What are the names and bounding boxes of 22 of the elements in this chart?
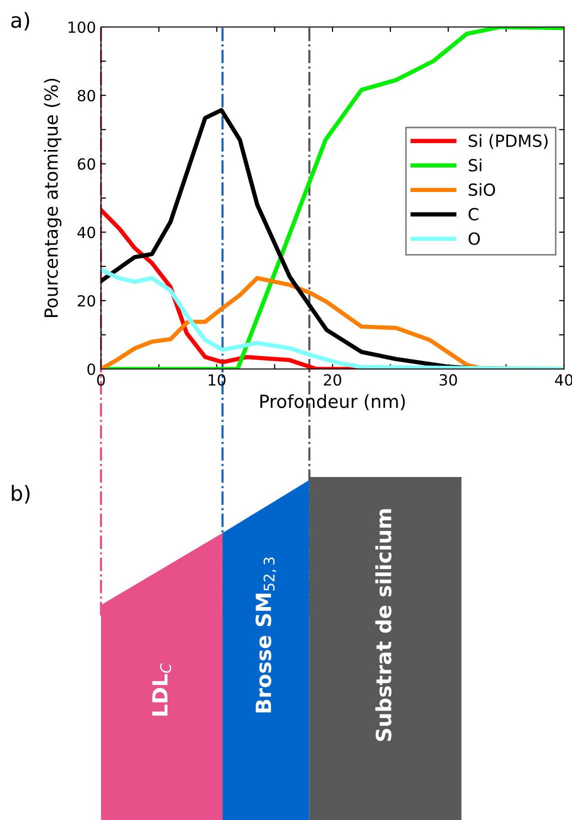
y-tick-label: 40 <box>77 226 96 238</box>
text: Substrat de silicium <box>375 509 392 741</box>
y-tick-label: 20 <box>78 295 96 307</box>
legend-label: SiO <box>468 183 496 196</box>
x-axis-title: Profondeur (nm) <box>260 394 405 410</box>
x-tick-label: 30 <box>440 374 457 386</box>
legend-label: O <box>468 232 480 245</box>
y-tick-label: 0 <box>87 363 96 376</box>
legend-label: Si <box>468 158 482 172</box>
y-axis-title: Pourcentage atomique (%) <box>44 78 62 317</box>
y-tick-label: 100 <box>68 21 96 34</box>
x-tick-label: 20 <box>324 374 342 386</box>
text: b) <box>12 484 30 504</box>
y-tick-label: 60 <box>78 158 96 170</box>
text: LDL$_{C}$ <box>152 663 172 716</box>
text: Brosse SM$_{52,3}$ <box>256 558 276 712</box>
x-tick-label: 0 <box>97 374 105 386</box>
legend-label: Si (PDMS) <box>468 134 548 150</box>
legend-label: C <box>468 208 478 220</box>
x-tick-label: 10 <box>208 374 226 386</box>
text: a) <box>11 12 30 30</box>
y-tick-label: 80 <box>78 90 96 102</box>
